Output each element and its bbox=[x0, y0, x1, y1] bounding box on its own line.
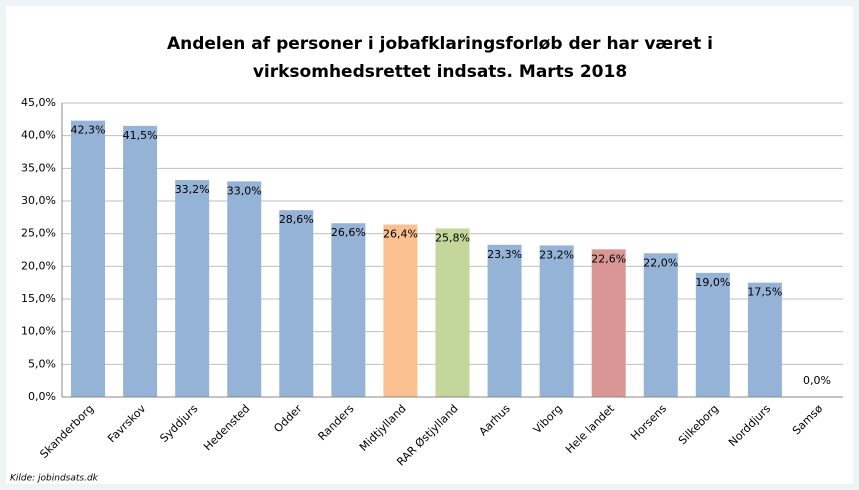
data-label: 33,2% bbox=[175, 183, 210, 196]
data-label: 33,0% bbox=[227, 184, 262, 197]
data-label: 23,3% bbox=[487, 248, 522, 261]
y-tick-label: 35,0% bbox=[21, 161, 56, 174]
y-tick-label: 45,0% bbox=[21, 96, 56, 109]
data-label: 19,0% bbox=[695, 276, 730, 289]
chart-title: virksomhedsrettet indsats. Marts 2018 bbox=[253, 62, 627, 82]
bar bbox=[643, 253, 678, 397]
data-label: 22,6% bbox=[591, 252, 626, 265]
bar bbox=[747, 282, 782, 397]
y-tick-label: 10,0% bbox=[21, 325, 56, 338]
y-tick-label: 15,0% bbox=[21, 292, 56, 305]
bar bbox=[539, 245, 574, 397]
bar bbox=[175, 180, 210, 397]
data-label: 28,6% bbox=[279, 213, 314, 226]
data-label: 42,3% bbox=[71, 124, 106, 137]
bar bbox=[279, 210, 314, 397]
y-tick-label: 25,0% bbox=[21, 227, 56, 240]
chart-title: Andelen af personer i jobafklaringsforlø… bbox=[167, 34, 713, 54]
data-label: 0,0% bbox=[803, 374, 831, 387]
y-tick-label: 30,0% bbox=[21, 194, 56, 207]
bar bbox=[383, 224, 418, 397]
bar bbox=[487, 244, 522, 397]
data-label: 17,5% bbox=[747, 286, 782, 299]
data-label: 41,5% bbox=[123, 129, 158, 142]
source: Kilde: jobindsats.dk bbox=[10, 474, 99, 484]
data-label: 26,4% bbox=[383, 228, 418, 241]
y-tick-label: 20,0% bbox=[21, 259, 56, 272]
bar bbox=[591, 249, 626, 397]
y-tick-label: 40,0% bbox=[21, 129, 56, 142]
y-tick-label: 5,0% bbox=[28, 357, 56, 370]
bar bbox=[123, 125, 158, 397]
y-tick-label: 0,0% bbox=[28, 390, 56, 403]
bar bbox=[435, 228, 470, 397]
bar bbox=[331, 223, 366, 397]
bar bbox=[695, 272, 730, 397]
bar bbox=[71, 120, 106, 397]
data-label: 26,6% bbox=[331, 226, 366, 239]
bar bbox=[227, 181, 262, 397]
data-label: 23,2% bbox=[539, 248, 574, 261]
data-label: 22,0% bbox=[643, 256, 678, 269]
data-label: 25,8% bbox=[435, 231, 470, 244]
